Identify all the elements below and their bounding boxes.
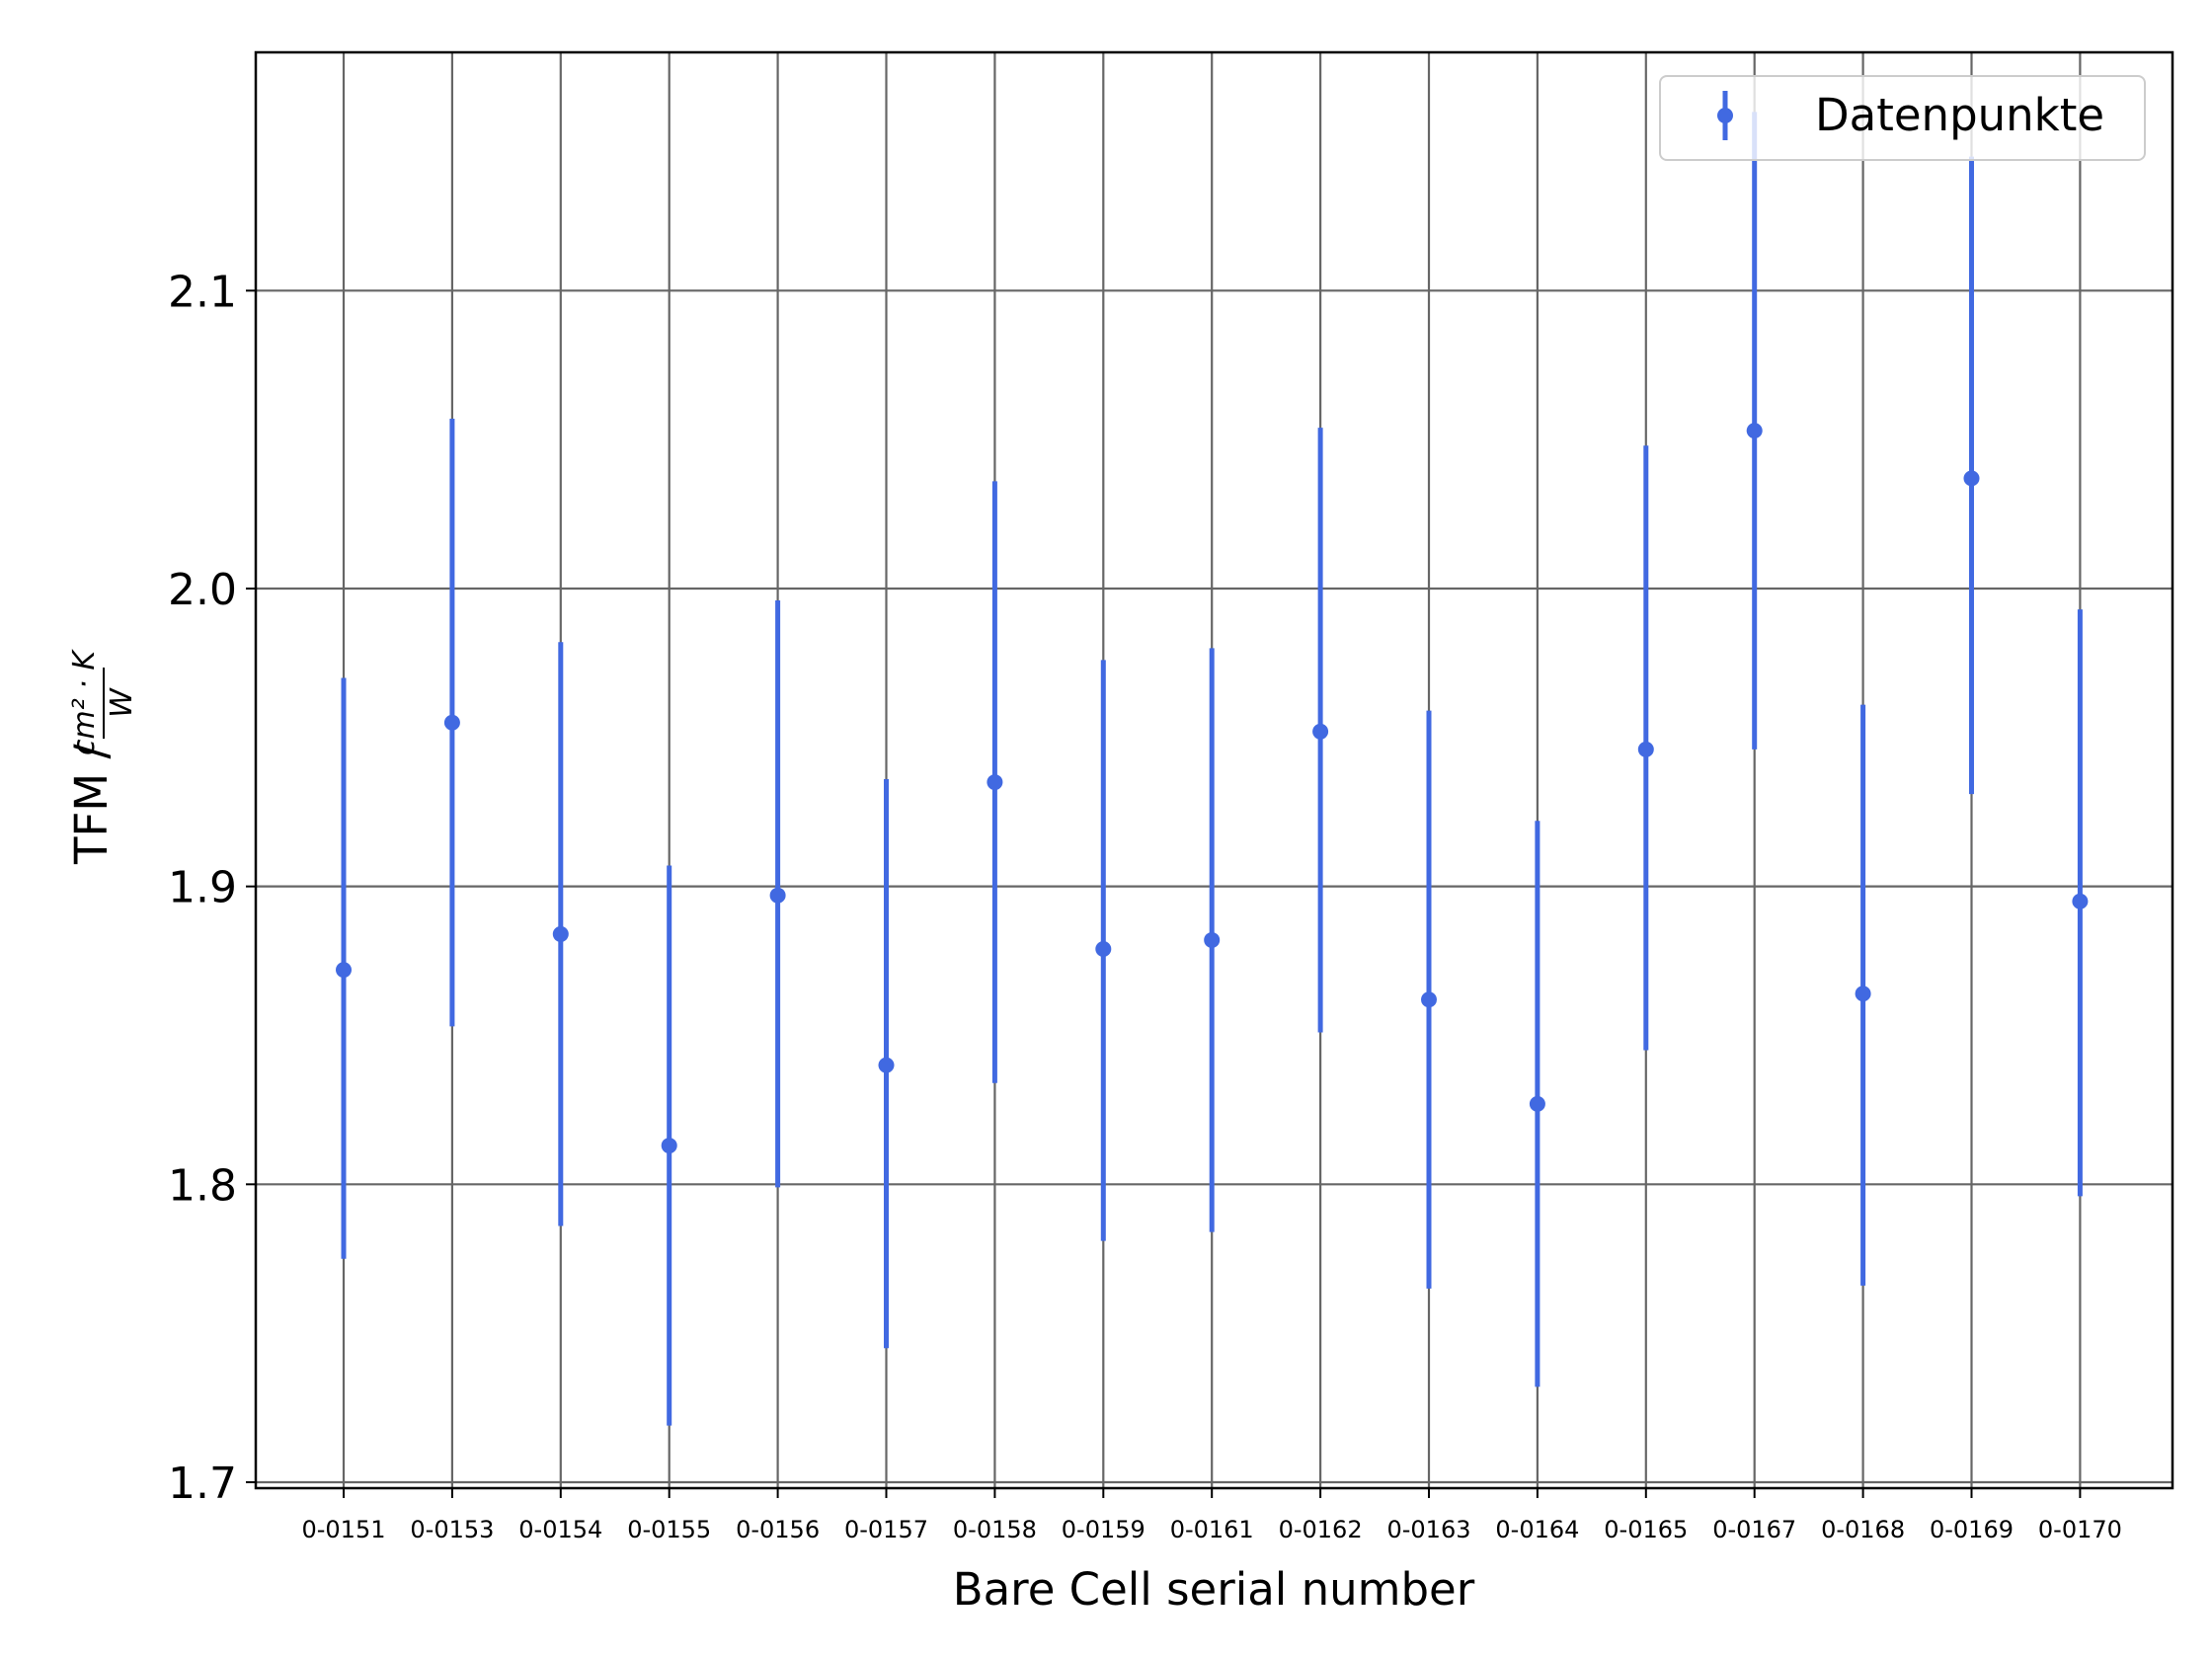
y-axis-label: TFM / cm² · K W xyxy=(65,649,139,865)
data-point xyxy=(1637,741,1654,757)
data-point xyxy=(1746,423,1763,439)
data-point xyxy=(987,774,1003,791)
data-point xyxy=(661,1138,677,1154)
legend-marker-point xyxy=(1717,108,1733,123)
y-tick-label: 1.9 xyxy=(168,863,237,913)
legend-label: Datenpunkte xyxy=(1815,89,2104,141)
x-tick-label: 0-0157 xyxy=(844,1516,928,1543)
legend: Datenpunkte xyxy=(1659,75,2146,161)
x-tick-label: 0-0154 xyxy=(518,1516,602,1543)
data-point xyxy=(1095,940,1112,957)
data-point xyxy=(1529,1095,1545,1112)
y-tick-label: 1.8 xyxy=(168,1160,237,1211)
data-points xyxy=(336,423,2089,1154)
x-tick-label: 0-0156 xyxy=(736,1516,820,1543)
data-point xyxy=(769,887,786,904)
data-point xyxy=(1963,470,1980,487)
tick-marks xyxy=(246,289,2082,1498)
x-tick-label: 0-0158 xyxy=(953,1516,1037,1543)
data-point xyxy=(336,962,352,979)
x-tick-labels: 0-0151 0-0153 0-0154 0-0155 0-0156 0-0157 0-01… xyxy=(301,1516,2121,1543)
x-tick-label: 0-0165 xyxy=(1604,1516,1688,1543)
y-tick-label: 2.0 xyxy=(168,565,237,615)
plot-frame xyxy=(254,50,2174,1490)
data-point xyxy=(2072,893,2089,909)
y-axis-label-numerator: cm² · K xyxy=(67,649,102,755)
y-tick-labels: 1.7 1.8 1.9 2.0 2.1 xyxy=(168,267,237,1509)
data-point xyxy=(443,714,460,731)
x-tick-label: 0-0162 xyxy=(1279,1516,1363,1543)
data-point xyxy=(1204,931,1221,948)
x-tick-label: 0-0168 xyxy=(1821,1516,1905,1543)
x-tick-label: 0-0170 xyxy=(2038,1516,2122,1543)
y-axis-label-denominator: W xyxy=(105,687,139,718)
data-point xyxy=(1855,986,1871,1002)
x-tick-label: 0-0151 xyxy=(301,1516,385,1543)
y-tick-label: 2.1 xyxy=(168,267,237,317)
data-point xyxy=(1312,723,1329,740)
x-tick-label: 0-0163 xyxy=(1386,1516,1470,1543)
x-tick-label: 0-0153 xyxy=(410,1516,494,1543)
x-axis-label: Bare Cell serial number xyxy=(953,1563,1475,1616)
x-tick-label: 0-0155 xyxy=(627,1516,711,1543)
data-point xyxy=(878,1057,895,1073)
legend-box xyxy=(1659,75,2146,161)
y-axis-label-prefix: TFM / xyxy=(65,743,118,865)
y-tick-label: 1.7 xyxy=(168,1459,237,1509)
x-tick-label: 0-0167 xyxy=(1712,1516,1796,1543)
data-point xyxy=(1421,991,1437,1008)
data-point xyxy=(552,925,569,942)
x-tick-label: 0-0169 xyxy=(1930,1516,2014,1543)
x-tick-label: 0-0159 xyxy=(1062,1516,1146,1543)
x-tick-label: 0-0164 xyxy=(1495,1516,1579,1543)
x-tick-label: 0-0161 xyxy=(1170,1516,1254,1543)
